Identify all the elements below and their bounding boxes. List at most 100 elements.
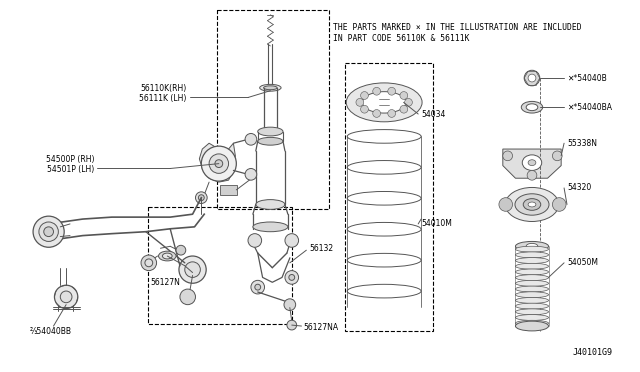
Text: IN PART CODE 56110K & 56111K: IN PART CODE 56110K & 56111K [333, 34, 469, 43]
Circle shape [255, 284, 260, 290]
Ellipse shape [515, 321, 548, 331]
Circle shape [245, 134, 257, 145]
Circle shape [528, 74, 536, 82]
Circle shape [285, 270, 299, 284]
Ellipse shape [515, 194, 549, 215]
Circle shape [248, 234, 262, 247]
Circle shape [44, 227, 54, 237]
Ellipse shape [515, 303, 548, 309]
Circle shape [285, 234, 299, 247]
Circle shape [360, 105, 369, 113]
Bar [217, 10, 329, 209]
Circle shape [202, 146, 236, 181]
Text: 54050M: 54050M [567, 258, 598, 267]
Circle shape [404, 99, 412, 106]
Circle shape [284, 299, 296, 311]
Circle shape [372, 110, 381, 117]
Circle shape [524, 70, 540, 86]
Ellipse shape [253, 222, 288, 232]
Circle shape [527, 170, 537, 180]
Polygon shape [503, 149, 561, 178]
Text: 54010M: 54010M [421, 219, 452, 228]
Circle shape [251, 280, 264, 294]
Ellipse shape [524, 199, 541, 210]
Circle shape [287, 320, 296, 330]
Text: 54500P (RH)
54501P (LH): 54500P (RH) 54501P (LH) [46, 155, 94, 174]
Circle shape [499, 198, 513, 211]
Circle shape [141, 255, 157, 270]
Circle shape [195, 192, 207, 203]
Text: J40101G9: J40101G9 [573, 348, 612, 357]
Circle shape [503, 151, 513, 161]
Circle shape [360, 92, 369, 99]
Text: ✕*54040BA: ✕*54040BA [567, 103, 612, 112]
Ellipse shape [362, 92, 406, 113]
Circle shape [209, 154, 228, 173]
Ellipse shape [515, 292, 548, 298]
Text: THE PARTS MARKED × IN THE ILLUSTRATION ARE INCLUDED: THE PARTS MARKED × IN THE ILLUSTRATION A… [333, 23, 581, 32]
Ellipse shape [346, 83, 422, 122]
Ellipse shape [258, 137, 283, 145]
Ellipse shape [522, 155, 541, 170]
Bar [148, 208, 292, 324]
Ellipse shape [515, 241, 548, 251]
Circle shape [198, 195, 204, 201]
Circle shape [145, 259, 153, 267]
Ellipse shape [264, 86, 277, 90]
Ellipse shape [515, 320, 548, 326]
Circle shape [185, 262, 200, 278]
Ellipse shape [515, 263, 548, 269]
Bar [220, 185, 237, 195]
Ellipse shape [515, 275, 548, 280]
Ellipse shape [515, 298, 548, 303]
Ellipse shape [505, 187, 559, 221]
Ellipse shape [528, 202, 536, 207]
Bar [345, 64, 433, 331]
Circle shape [54, 285, 78, 308]
Text: 56132: 56132 [309, 244, 333, 253]
Ellipse shape [526, 243, 538, 249]
Text: 54034: 54034 [421, 109, 445, 119]
Circle shape [289, 275, 294, 280]
Circle shape [33, 216, 64, 247]
Text: 56127NA: 56127NA [303, 324, 339, 333]
Polygon shape [200, 143, 236, 182]
Ellipse shape [515, 286, 548, 292]
Ellipse shape [515, 252, 548, 258]
Circle shape [39, 222, 58, 241]
Ellipse shape [528, 160, 536, 166]
Text: 56127N: 56127N [151, 278, 180, 287]
Ellipse shape [515, 280, 548, 286]
Circle shape [388, 110, 396, 117]
Circle shape [176, 245, 186, 255]
Text: 56110K(RH)
56111K (LH): 56110K(RH) 56111K (LH) [140, 84, 187, 103]
Ellipse shape [515, 315, 548, 320]
Circle shape [60, 291, 72, 303]
Ellipse shape [526, 104, 538, 110]
Ellipse shape [258, 127, 283, 136]
Circle shape [215, 160, 223, 167]
Circle shape [180, 289, 195, 305]
Circle shape [400, 105, 408, 113]
Ellipse shape [260, 84, 281, 91]
Text: 55338N: 55338N [567, 139, 597, 148]
Circle shape [356, 99, 364, 106]
Circle shape [179, 256, 206, 283]
Text: ⅔54040BB: ⅔54040BB [29, 327, 71, 336]
Circle shape [388, 87, 396, 95]
Ellipse shape [515, 309, 548, 315]
Text: 54320: 54320 [567, 183, 591, 192]
Circle shape [552, 151, 562, 161]
Ellipse shape [515, 258, 548, 263]
Ellipse shape [515, 269, 548, 275]
Ellipse shape [515, 246, 548, 252]
Ellipse shape [256, 200, 285, 209]
Ellipse shape [159, 251, 176, 261]
Ellipse shape [163, 253, 172, 259]
Circle shape [552, 198, 566, 211]
Ellipse shape [522, 102, 543, 113]
Circle shape [372, 87, 381, 95]
Circle shape [245, 169, 257, 180]
Text: ✕*54040B: ✕*54040B [567, 74, 607, 83]
Circle shape [400, 92, 408, 99]
